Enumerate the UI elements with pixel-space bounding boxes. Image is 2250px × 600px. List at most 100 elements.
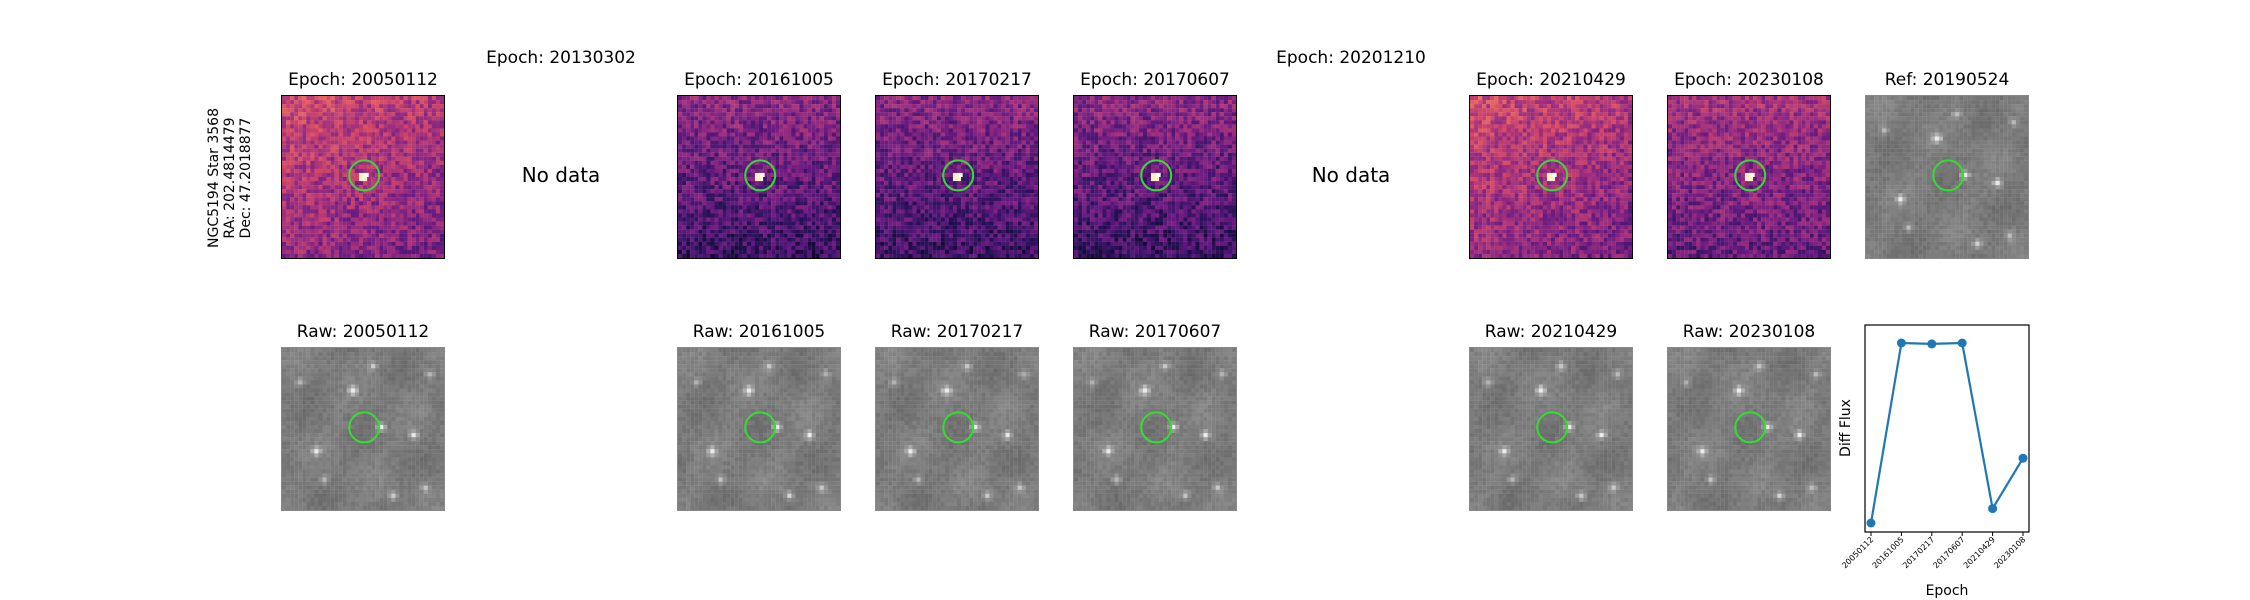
pixel [722,160,727,165]
pixel [924,241,929,246]
pixel [350,96,356,101]
pixel [371,164,376,170]
pixel [282,205,287,210]
pixel [977,100,982,105]
pixel [694,148,699,153]
pixel [795,205,800,210]
pixel [900,185,905,190]
pixel [763,128,768,133]
pixel [354,233,360,238]
pixel [936,132,941,137]
pixel [916,120,921,125]
pixel [427,253,432,258]
pixel [779,229,784,234]
pixel [1025,140,1031,145]
pixel [318,205,323,210]
pixel [682,193,687,198]
pixel [698,108,703,113]
pixel [763,172,768,178]
pixel [322,225,327,230]
pixel [1021,205,1026,210]
pixel [888,116,893,121]
pixel [738,136,743,141]
pixel [750,116,756,121]
pixel [763,108,768,113]
pixel [936,168,941,174]
pixel [904,197,909,202]
pixel [932,225,937,230]
pixel [714,132,719,137]
pixel [375,193,380,198]
pixel [779,164,784,170]
pixel [726,221,731,226]
pixel [750,132,756,137]
pixel [920,229,925,234]
pixel [993,193,998,198]
pixel [763,225,768,230]
pixel [403,189,408,194]
pixel [819,132,824,137]
pixel [391,112,396,117]
pixel [290,213,295,218]
pixel [892,189,897,194]
pixel [936,245,941,251]
pixel [730,185,735,190]
pixel [322,193,327,198]
pixel [1033,249,1038,255]
pixel [1013,201,1018,206]
pixel [952,213,958,218]
pixel [419,253,424,258]
pixel [888,245,893,251]
pixel [1009,104,1014,109]
pixel [754,245,760,251]
pixel [330,201,335,206]
pixel [1005,181,1010,186]
pixel [787,152,792,157]
pixel [423,185,428,190]
pixel [282,237,287,242]
pixel [318,160,323,165]
pixel [767,124,772,129]
pixel [358,229,364,234]
pixel [1005,168,1010,174]
pixel [294,144,299,149]
pixel [686,221,691,226]
pixel [952,120,958,125]
pixel [338,172,343,178]
pixel [427,124,432,129]
pixel [698,160,703,165]
pixel [383,205,388,210]
pixel [1029,160,1035,165]
pixel [831,197,837,202]
pixel [904,116,909,121]
pixel [1001,136,1006,141]
pixel [767,237,772,242]
pixel [682,108,687,113]
pixel [342,144,347,149]
pixel [286,221,291,226]
pixel [294,116,299,121]
pixel [403,156,408,161]
pixel [1025,156,1031,161]
pixel [985,213,990,218]
pixel [714,104,719,109]
pixel [363,221,368,226]
pixel [791,132,796,137]
pixel [726,112,731,117]
pixel [787,144,792,149]
pixel [411,225,416,230]
pixel [807,144,812,149]
pixel [1021,213,1026,218]
pixel [718,136,723,141]
pixel [722,233,727,238]
pixel [738,189,743,194]
pixel [306,177,311,182]
pixel [686,104,691,109]
pixel [411,177,416,182]
pixel [423,116,428,121]
pixel [759,152,764,157]
pixel [726,152,731,157]
pixel [310,217,315,222]
pixel [682,217,687,222]
pixel [819,225,824,230]
